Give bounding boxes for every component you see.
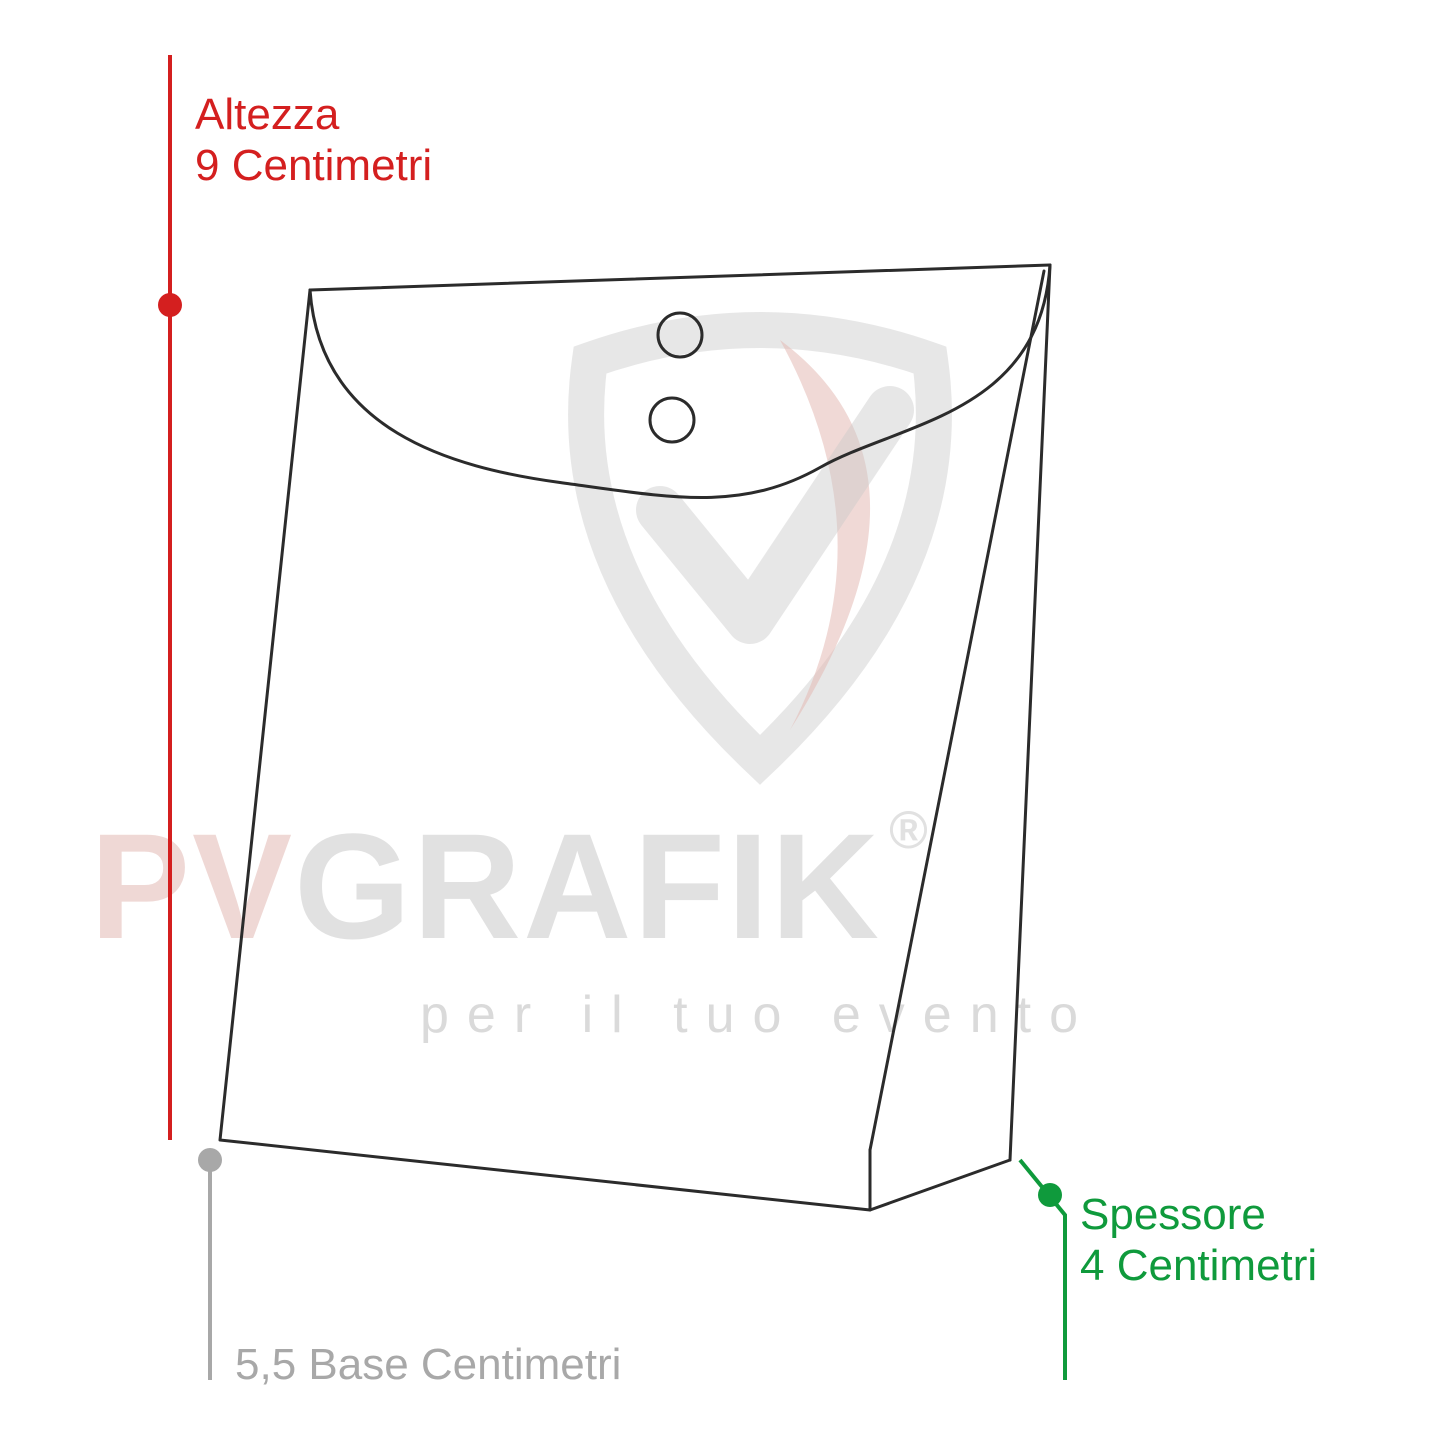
base-label-text: 5,5 Base Centimetri [235,1340,621,1389]
depth-label-line2: 4 Centimetri [1080,1241,1317,1292]
depth-label-line1: Spessore [1080,1190,1317,1241]
diagram-canvas: PVGRAFIK® per il tuo evento Altezza 9 Ce… [0,0,1445,1445]
height-label-line2: 9 Centimetri [195,141,432,192]
height-label-line1: Altezza [195,90,432,141]
height-label: Altezza 9 Centimetri [195,90,432,191]
depth-label: Spessore 4 Centimetri [1080,1190,1317,1291]
base-label: 5,5 Base Centimetri [235,1340,621,1391]
